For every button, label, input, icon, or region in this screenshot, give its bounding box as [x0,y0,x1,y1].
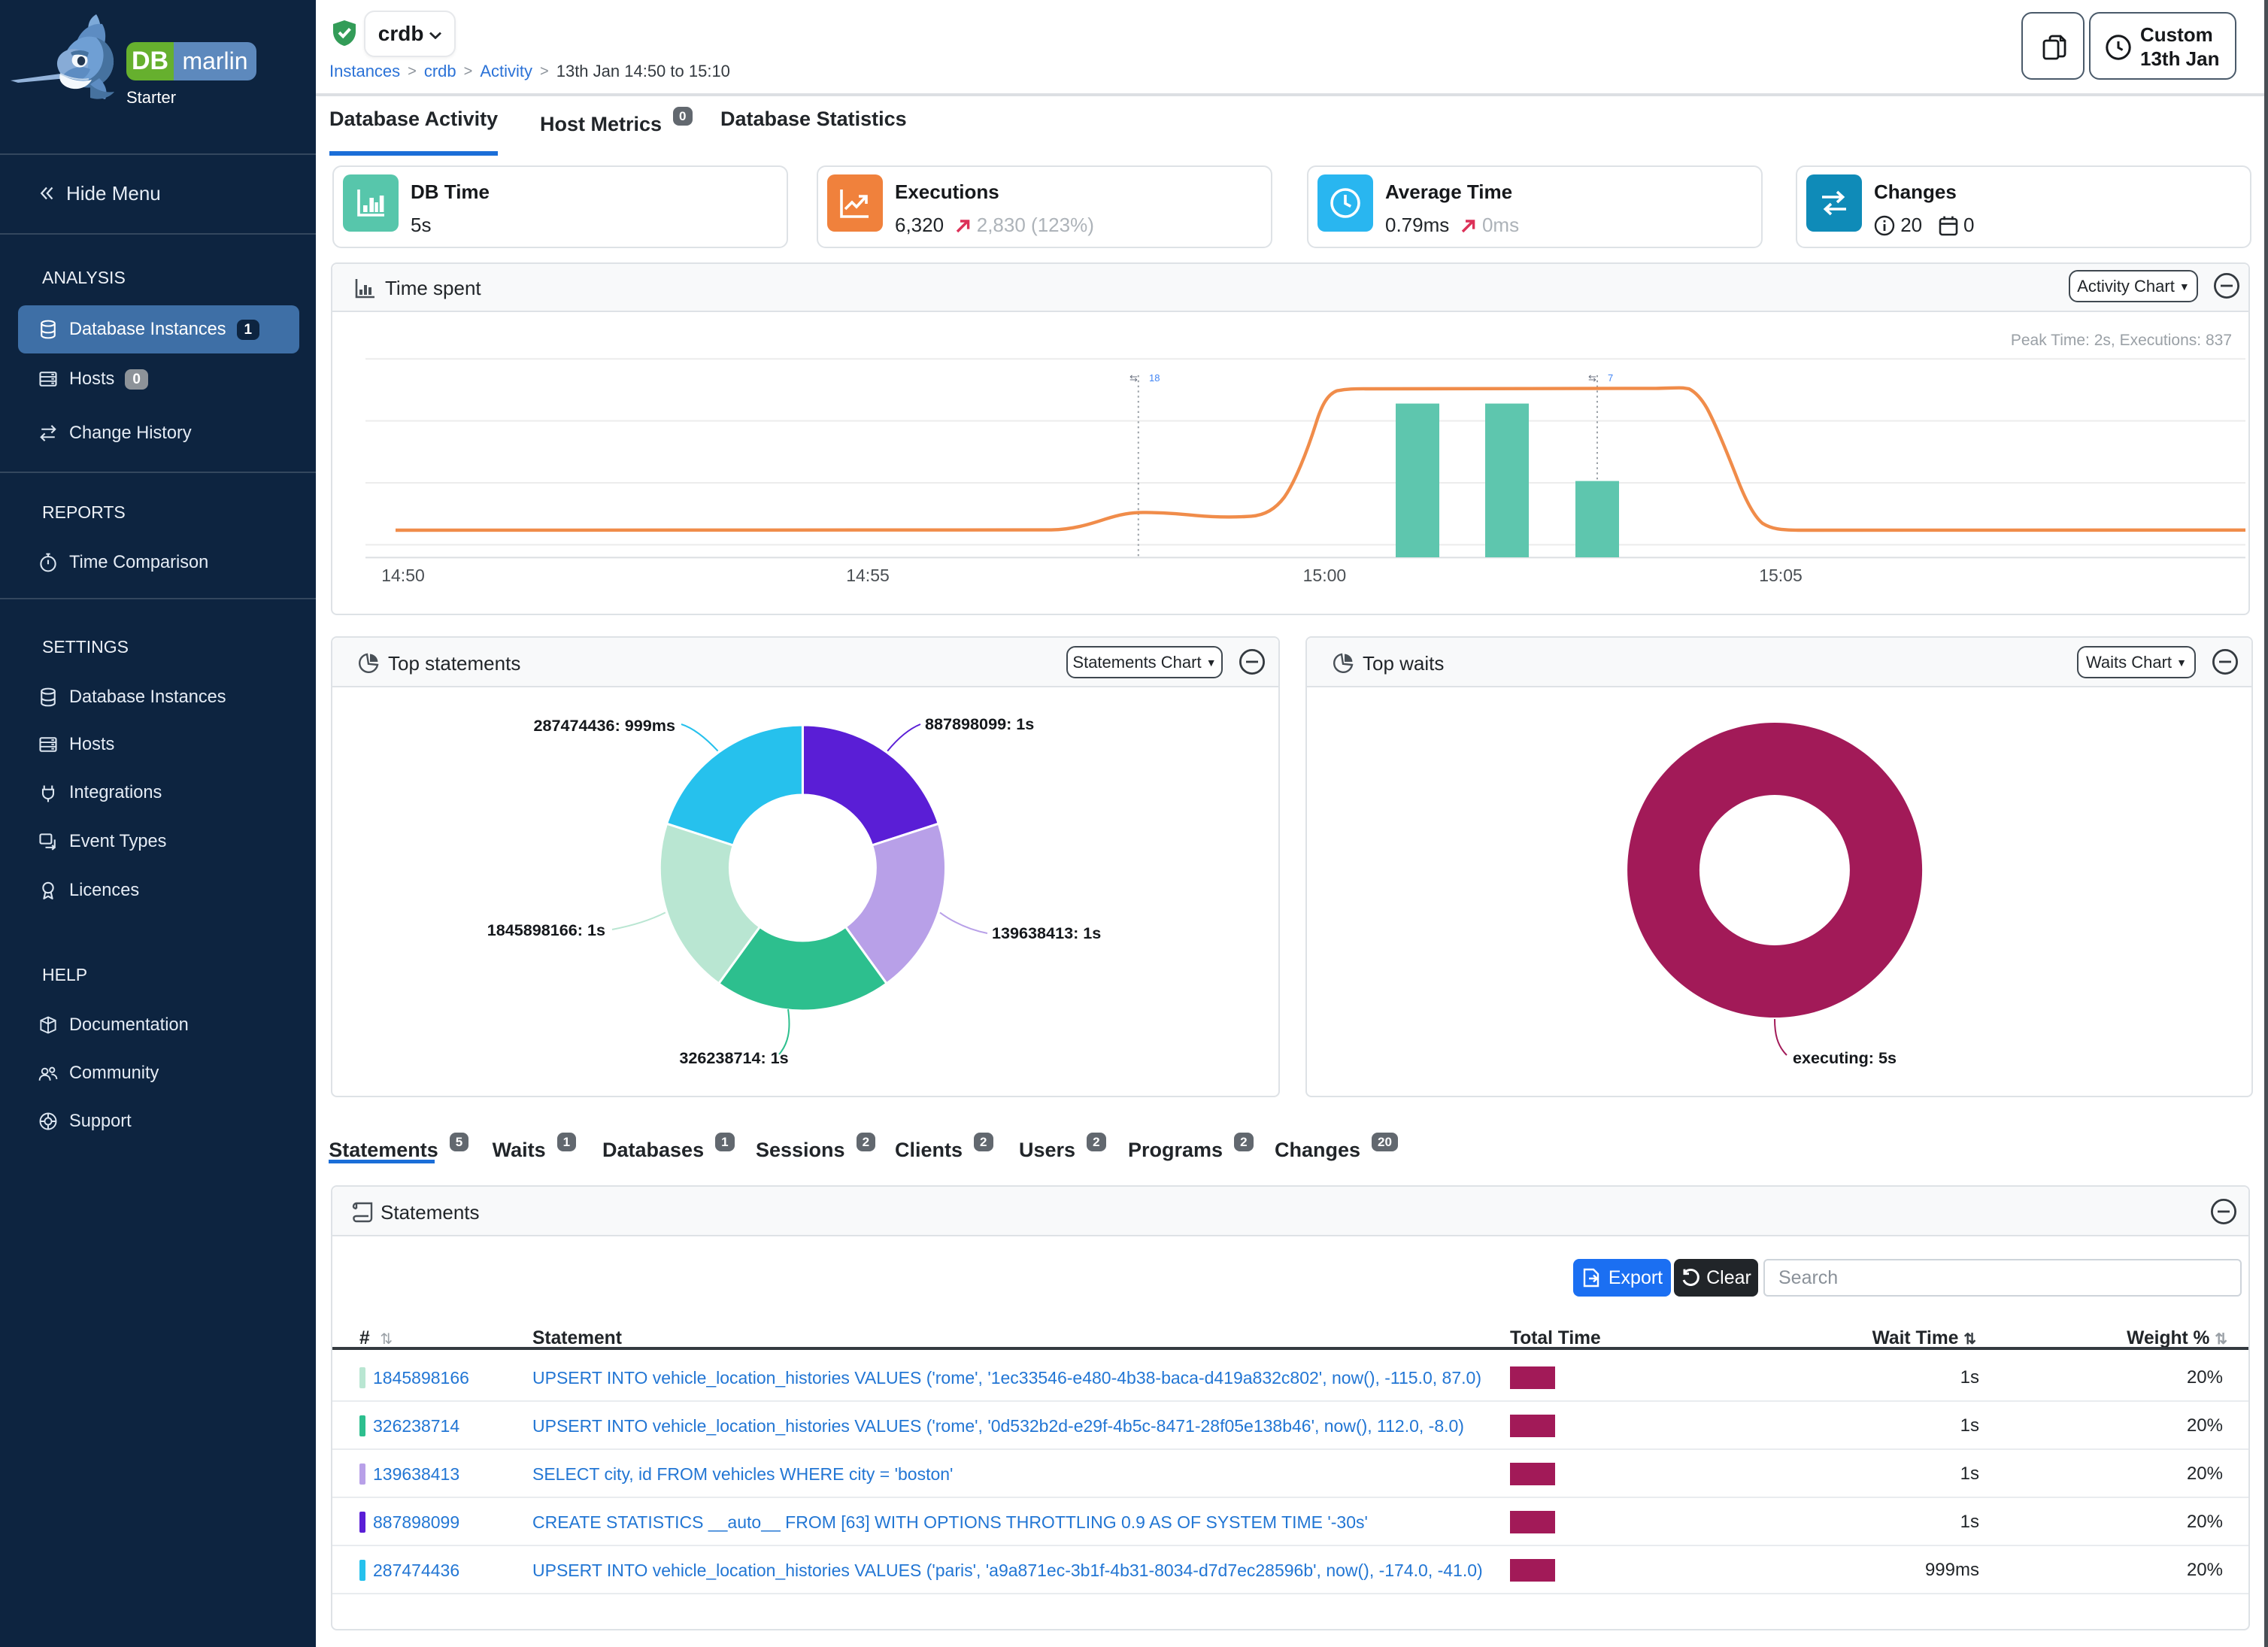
svg-text:18: 18 [1149,372,1160,384]
svg-text:executing: 5s: executing: 5s [1793,1048,1897,1067]
svg-text:887898099: 1s: 887898099: 1s [925,714,1034,733]
svg-text:139638413: 1s: 139638413: 1s [992,924,1101,942]
svg-text:14:50: 14:50 [381,566,425,585]
svg-text:⇆: ⇆ [1588,372,1596,384]
svg-text:14:55: 14:55 [846,566,890,585]
svg-text:15:00: 15:00 [1303,566,1347,585]
svg-text:15:05: 15:05 [1759,566,1803,585]
svg-text:326238714: 1s: 326238714: 1s [679,1048,788,1067]
svg-text:7: 7 [1608,372,1613,384]
svg-text:⇆: ⇆ [1129,372,1138,384]
svg-text:Peak Time: 2s, Executions: 837: Peak Time: 2s, Executions: 837 [2011,332,2232,349]
svg-text:287474436: 999ms: 287474436: 999ms [533,716,675,735]
svg-text:1845898166: 1s: 1845898166: 1s [487,921,605,939]
